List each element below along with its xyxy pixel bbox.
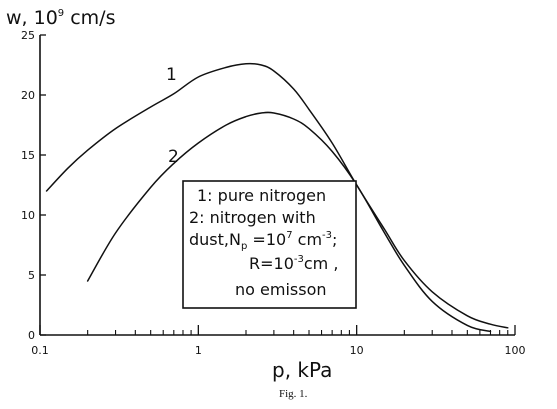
y-tick-label-1: 5 <box>28 269 35 282</box>
legend: 1: pure nitrogen 2: nitrogen with dust,N… <box>182 180 357 309</box>
y-ticks: 0 5 10 15 20 25 <box>21 29 46 342</box>
y-axis-label: w, 109 cm/s <box>6 7 115 29</box>
legend-line-3-sup: 7 <box>286 230 292 241</box>
legend-line-3-d: ; <box>332 230 337 249</box>
y-axis-label-exp: 9 <box>58 8 64 19</box>
legend-line-4-sup: -3 <box>294 254 304 265</box>
legend-line-3-c: cm <box>293 230 322 249</box>
y-axis-label-main: w, 10 <box>6 7 58 29</box>
y-tick-label-2: 10 <box>21 209 35 222</box>
series-2-line <box>86 111 492 333</box>
y-tick-label-0: 0 <box>28 329 35 342</box>
legend-line-4-a: R=10 <box>249 254 294 273</box>
x-tick-label-3: 100 <box>505 344 526 357</box>
legend-box <box>182 180 357 309</box>
curve-label-1: 1 <box>166 65 177 85</box>
y-axis-label-unit: cm/s <box>64 7 115 29</box>
legend-line-3-sup2: -3 <box>322 230 332 241</box>
legend-line-3: dust,Np =107 cm-3; <box>189 230 337 252</box>
axes <box>39 35 515 336</box>
legend-line-3-sub: p <box>241 241 247 252</box>
y-tick-label-5: 25 <box>21 29 35 42</box>
x-tick-label-1: 1 <box>195 344 202 357</box>
legend-line-3-a: dust,N <box>189 230 241 249</box>
x-tick-label-0: 0.1 <box>31 344 49 357</box>
legend-line-4: R=10-3cm , <box>249 254 338 273</box>
curves <box>45 62 509 333</box>
y-tick-label-3: 15 <box>21 149 35 162</box>
x-axis-label: p, kPa <box>272 358 332 382</box>
legend-line-3-b: =10 <box>247 230 286 249</box>
legend-line-2: 2: nitrogen with <box>189 208 316 227</box>
x-ticks: 0.1 1 10 100 <box>31 325 526 357</box>
y-tick-label-4: 20 <box>21 89 35 102</box>
figure-caption: Fig. 1. <box>279 388 308 400</box>
curve-label-2: 2 <box>168 147 179 167</box>
series-1-line <box>45 62 509 329</box>
legend-line-4-b: cm , <box>304 254 339 273</box>
legend-line-1: 1: pure nitrogen <box>197 186 326 205</box>
x-tick-label-2: 10 <box>350 344 364 357</box>
legend-line-5: no emisson <box>235 280 327 299</box>
